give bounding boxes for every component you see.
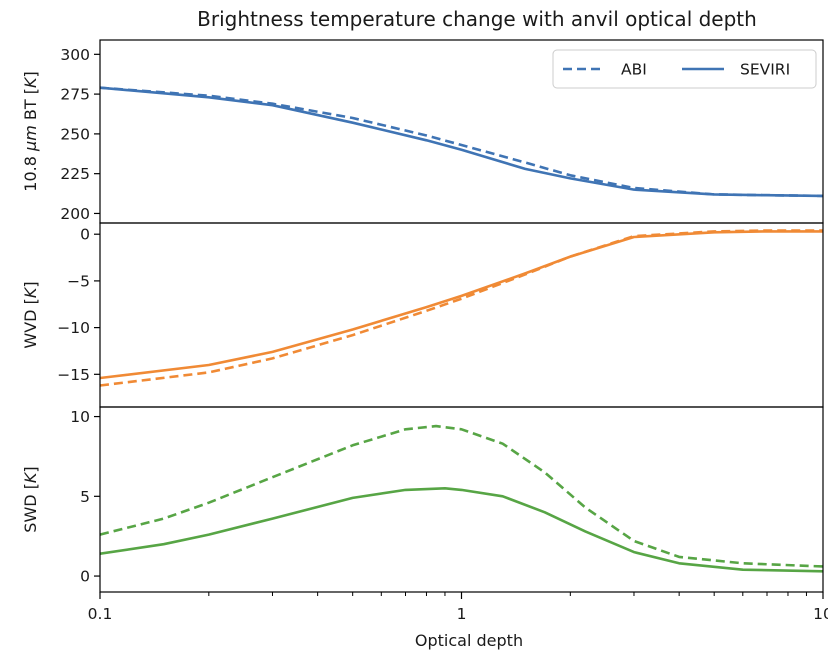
y-tick-label: 300 xyxy=(60,46,90,64)
y-tick-label: 200 xyxy=(60,205,90,223)
y-tick-label: −5 xyxy=(67,272,90,290)
y-tick-label: −10 xyxy=(57,319,90,337)
y-axis-label-panel-3: SWD [K] xyxy=(21,466,40,532)
x-tick-label: 0.1 xyxy=(88,605,113,623)
axes-frame-panel-2 xyxy=(99,222,824,408)
legend-label-abi: ABI xyxy=(621,61,647,79)
series-line-abi-panel-2 xyxy=(100,229,823,387)
series-line-seviri-panel-3 xyxy=(100,487,823,573)
panels: 200 225 250 275 300 10.8 μm BT [K] −15 −10 −5 0 WV… xyxy=(21,39,828,623)
x-tick-label: 10 xyxy=(813,605,828,623)
panel-2: −15 −10 −5 0 WVD [K] xyxy=(21,222,824,408)
axes-frame-panel-3 xyxy=(99,406,824,593)
y-tick-label: 5 xyxy=(80,488,90,506)
y-axis-label-panel-1: 10.8 μm BT [K] xyxy=(21,71,40,191)
legend-label-seviri: SEVIRI xyxy=(740,61,790,79)
y-tick-label: −15 xyxy=(57,366,90,384)
panel-1: 200 225 250 275 300 10.8 μm BT [K] xyxy=(21,39,824,224)
y-axis-label-panel-2: WVD [K] xyxy=(21,281,40,348)
y-tick-label: 0 xyxy=(80,226,90,244)
panel-3: 0 5 10 SWD [K] 0.1 1 10 xyxy=(21,406,828,623)
x-tick-label: 1 xyxy=(457,605,467,623)
y-tick-label: 275 xyxy=(60,86,90,104)
y-tick-label: 0 xyxy=(80,568,90,586)
y-tick-label: 250 xyxy=(60,125,90,143)
y-tick-label: 10 xyxy=(70,408,90,426)
series-line-abi-panel-3 xyxy=(100,424,823,568)
y-tick-label: 225 xyxy=(60,165,90,183)
series-line-abi-panel-1 xyxy=(100,86,823,198)
x-axis-label: Optical depth xyxy=(415,631,523,650)
series-line-seviri-panel-1 xyxy=(100,86,823,198)
figure-title: Brightness temperature change with anvil… xyxy=(197,7,757,31)
legend: ABI SEVIRI xyxy=(552,49,817,89)
series-line-seviri-panel-2 xyxy=(100,230,823,380)
